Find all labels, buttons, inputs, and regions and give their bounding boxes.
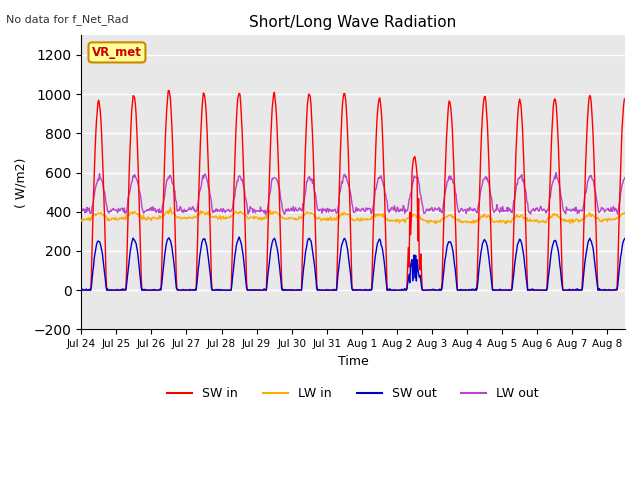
- X-axis label: Time: Time: [338, 355, 369, 368]
- Y-axis label: ( W/m2): ( W/m2): [15, 157, 28, 207]
- Legend: SW in, LW in, SW out, LW out: SW in, LW in, SW out, LW out: [162, 383, 544, 406]
- Text: No data for f_Net_Rad: No data for f_Net_Rad: [6, 14, 129, 25]
- Text: VR_met: VR_met: [92, 46, 142, 59]
- Title: Short/Long Wave Radiation: Short/Long Wave Radiation: [250, 15, 457, 30]
